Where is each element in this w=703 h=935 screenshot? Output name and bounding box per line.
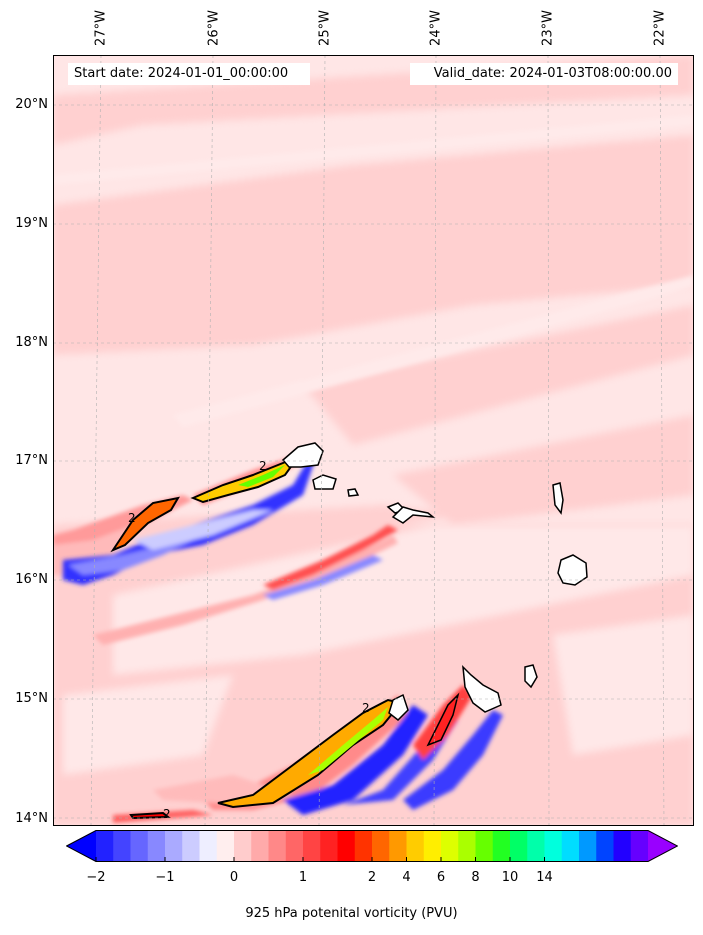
colorbar-cell bbox=[423, 830, 442, 862]
colorbar-tick-label: 0 bbox=[229, 870, 239, 885]
colorbar-cell bbox=[182, 830, 200, 862]
colorbar-cell bbox=[630, 830, 649, 862]
colorbar-tick-label: 14 bbox=[536, 870, 553, 885]
start-date-text: Start date: 2024-01-01_00:00:00 bbox=[74, 66, 289, 81]
lon-label-23w: 23°W bbox=[540, 10, 556, 46]
colorbar-tick-label: 6 bbox=[436, 870, 446, 885]
colorbar-cell bbox=[96, 830, 114, 862]
colorbar-cell bbox=[372, 830, 390, 862]
colorbar-cell bbox=[596, 830, 614, 862]
lon-label-25w: 25°W bbox=[317, 10, 333, 46]
lat-label-17n: 17°N bbox=[15, 453, 48, 468]
map-gridlines bbox=[53, 55, 694, 826]
valid-date-text: Valid_date: 2024-01-03T08:00:00.00 bbox=[433, 66, 672, 81]
colorbar-cell bbox=[337, 830, 356, 862]
colorbar-cell bbox=[303, 830, 321, 862]
colorbar-cell bbox=[320, 830, 338, 862]
colorbar-cell bbox=[475, 830, 494, 862]
colorbar-tick-label: 10 bbox=[501, 870, 519, 885]
lat-label-16n: 16°N bbox=[15, 572, 48, 587]
start-date-box: Start date: 2024-01-01_00:00:00 bbox=[68, 63, 310, 85]
lon-label-27w: 27°W bbox=[93, 10, 109, 46]
lat-label-20n: 20°N bbox=[15, 97, 48, 112]
lon-label-22w: 22°W bbox=[652, 10, 668, 46]
colorbar-cell bbox=[441, 830, 459, 862]
lon-label-24w: 24°W bbox=[428, 10, 444, 46]
contour-label: 2 bbox=[128, 511, 136, 525]
lat-label-14n: 14°N bbox=[15, 811, 48, 826]
colorbar-cell bbox=[613, 830, 632, 862]
lat-label-18n: 18°N bbox=[15, 335, 48, 350]
colorbar-cell bbox=[527, 830, 545, 862]
colorbar-extend-max bbox=[648, 830, 678, 862]
colorbar-label: 925 hPa potenital vorticity (PVU) bbox=[245, 906, 458, 921]
colorbar-cell bbox=[113, 830, 131, 862]
colorbar-cell bbox=[544, 830, 563, 862]
colorbar-cell bbox=[354, 830, 373, 862]
colorbar-cell bbox=[147, 830, 166, 862]
colorbar-cell bbox=[406, 830, 425, 862]
colorbar-tick-label: 2 bbox=[367, 870, 377, 885]
colorbar-cell bbox=[216, 830, 235, 862]
colorbar-tick-label: 4 bbox=[402, 870, 411, 885]
lat-label-15n: 15°N bbox=[15, 691, 48, 706]
colorbar-tick-label: −2 bbox=[86, 870, 106, 885]
lon-label-26w: 26°W bbox=[206, 10, 222, 46]
contour-label: 2 bbox=[362, 701, 370, 715]
colorbar-tick-label: 1 bbox=[298, 870, 308, 885]
colorbar-extend-min bbox=[66, 830, 96, 862]
contour-label: 2 bbox=[163, 807, 171, 821]
contour-label: 2 bbox=[259, 459, 267, 473]
colorbar-cell bbox=[234, 830, 252, 862]
colorbar-cell bbox=[389, 830, 407, 862]
colorbar-tick-label: 8 bbox=[471, 870, 480, 885]
colorbar-cell bbox=[199, 830, 218, 862]
colorbar-cell bbox=[130, 830, 149, 862]
colorbar-tick-label: −1 bbox=[155, 870, 175, 885]
colorbar-cell bbox=[579, 830, 597, 862]
colorbar-cell bbox=[492, 830, 511, 862]
lat-label-19n: 19°N bbox=[15, 216, 48, 231]
colorbar-cell bbox=[561, 830, 580, 862]
colorbar-cell bbox=[251, 830, 269, 862]
valid-date-box: Valid_date: 2024-01-03T08:00:00.00 bbox=[410, 63, 678, 85]
colorbar-cell bbox=[510, 830, 528, 862]
colorbar-cell bbox=[268, 830, 287, 862]
colorbar-cell bbox=[165, 830, 183, 862]
vorticity-map: 2 2 2 2 bbox=[53, 55, 694, 826]
colorbar-cell bbox=[458, 830, 476, 862]
colorbar bbox=[66, 830, 678, 862]
map-frame bbox=[53, 55, 694, 826]
colorbar-cell bbox=[285, 830, 304, 862]
